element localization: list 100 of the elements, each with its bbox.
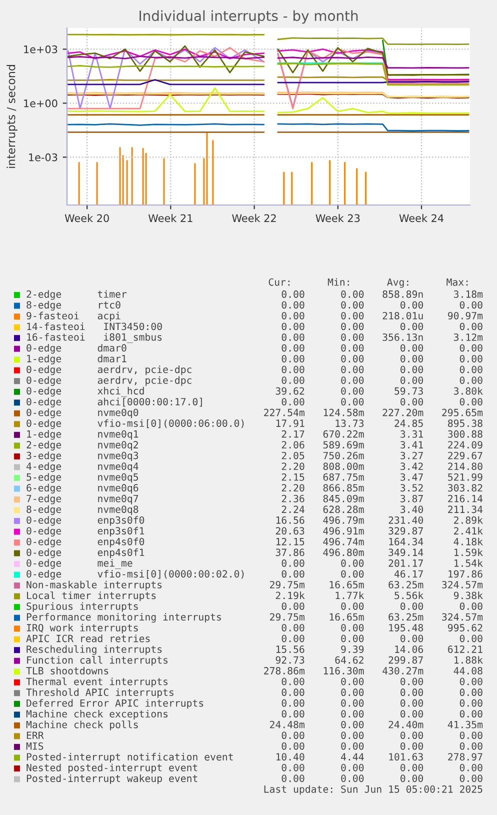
text: 24.48m 0.00 24.40m 41.35m bbox=[270, 720, 483, 728]
text: 10.40 4.44 101.63 278.97 bbox=[276, 753, 482, 761]
x-tick-label: Week 24 bbox=[399, 214, 444, 222]
legend-label: MIS bbox=[26, 742, 44, 750]
legend-label: Machine check exceptions bbox=[26, 710, 168, 720]
x-tick-label: Week 23 bbox=[316, 214, 360, 222]
text: 2.36 845.09m 3.87 216.14 bbox=[282, 494, 483, 502]
legend-label: Nested posted-interrupt event bbox=[26, 764, 198, 774]
legend-label: 0-edge aerdrv, pcie-dpc bbox=[26, 366, 192, 376]
legend-label: Machine check polls bbox=[26, 720, 138, 730]
text: 0.00 0.00 0.00 0.00 bbox=[282, 764, 482, 772]
legend-label: APIC ICR read retries bbox=[26, 634, 150, 642]
text: 2.17 670.22m 3.31 300.88 bbox=[282, 430, 482, 438]
text: 39.62 0.00 59.73 3.80k bbox=[276, 387, 483, 395]
text: 92.73 64.62 299.87 1.88k bbox=[276, 656, 483, 664]
chart-title: Individual interrupts - by month bbox=[140, 10, 358, 24]
text: 12.15 496.74m 164.34 4.18k bbox=[276, 538, 483, 546]
text: 0.00 0.00 201.17 1.54k bbox=[282, 559, 483, 567]
y-tick-label: 1e-03 bbox=[29, 153, 58, 162]
text: 0.00 0.00 0.00 0.00 bbox=[282, 322, 482, 330]
legend-label: 0-edge ahci[0000:00:17.0] bbox=[26, 398, 202, 408]
y-tick-label: 1e+03 bbox=[24, 45, 58, 54]
text: 227.54m 124.58m 227.20m 295.65m bbox=[264, 408, 483, 416]
legend-label: 0-edge vfio-msi[0](0000:00:02.0) bbox=[26, 570, 244, 580]
legend-label: 6-edge nvme0q6 bbox=[26, 484, 138, 494]
legend-label: 2-edge timer bbox=[26, 290, 127, 300]
text: 20.63 496.91m 329.87 2.41k bbox=[276, 526, 483, 535]
legend-label: 0-edge nvme0q0 bbox=[26, 408, 138, 418]
legend-label: 5-edge nvme0q5 bbox=[26, 473, 138, 483]
text: Cur: Min: Avg: Max: bbox=[268, 278, 468, 288]
text: 0.00 0.00 46.17 197.86 bbox=[282, 570, 482, 578]
text: Last update: Sun Jun 15 05:00:21 2025 bbox=[264, 785, 482, 795]
y-axis-title: interrupts / second bbox=[6, 65, 18, 168]
legend-label: 16-fasteoi i801_smbus bbox=[27, 333, 162, 343]
text: 0.00 0.00 0.00 0.00 bbox=[282, 602, 482, 610]
text: 0.00 0.00 195.48 995.62 bbox=[282, 624, 482, 632]
legend-label: 2-edge nvme0q2 bbox=[26, 440, 138, 450]
text: 29.75m 16.65m 63.25m 324.57m bbox=[270, 613, 483, 621]
text: 0.00 0.00 0.00 0.00 bbox=[282, 732, 482, 740]
legend-label: Deferred Error APIC interrupts bbox=[26, 699, 204, 709]
text: 0.00 0.00 0.00 0.00 bbox=[282, 710, 482, 718]
text: 16.56 496.79m 231.40 2.89k bbox=[276, 516, 483, 524]
text: 0.00 0.00 0.00 0.00 bbox=[282, 398, 482, 406]
legend-label: Rescheduling interrupts bbox=[26, 645, 162, 655]
legend-label: Spurious interrupts bbox=[26, 602, 138, 612]
legend-label: 0-edge vfio-msi[0](0000:06:00.0) bbox=[26, 419, 244, 429]
legend-label: TLB shootdowns bbox=[26, 666, 108, 674]
legend-label: 8-edge rtc0 bbox=[26, 300, 120, 311]
legend-label: 0-edge dmar0 bbox=[26, 344, 126, 354]
text: 0.00 0.00 0.00 0.00 bbox=[282, 742, 482, 750]
text: 0.00 0.00 0.00 0.00 bbox=[282, 376, 482, 384]
text: 0.00 0.00 0.00 0.00 bbox=[282, 344, 482, 352]
legend-label: Function call interrupts bbox=[27, 656, 168, 666]
legend-label: Posted-interrupt notification event bbox=[26, 752, 233, 762]
x-tick-label: Week 21 bbox=[148, 214, 192, 222]
x-tick-label: Week 20 bbox=[64, 214, 109, 222]
text: 29.75m 16.65m 63.25m 324.57m bbox=[270, 580, 483, 588]
text: 2.06 589.69m 3.41 224.09 bbox=[282, 441, 482, 449]
legend-label: 14-fasteoi INT3450:00 bbox=[27, 322, 162, 330]
legend-label: 0-edge enp4s0f1 bbox=[26, 548, 144, 558]
legend-label: 8-edge nvme0q8 bbox=[26, 505, 138, 516]
x-tick-label: Week 22 bbox=[232, 214, 276, 222]
text: 0.00 0.00 0.00 0.00 bbox=[282, 301, 482, 309]
legend-label: Performance monitoring interrupts bbox=[26, 612, 221, 623]
legend-label: Posted-interrupt wakeup event bbox=[26, 774, 198, 784]
text: 0.00 0.00 218.01u 90.97m bbox=[282, 312, 483, 320]
legend-label: 1-edge nvme0q1 bbox=[27, 430, 138, 440]
text: 2.05 750.26m 3.27 229.67 bbox=[282, 452, 482, 460]
legend-label: Threshold APIC interrupts bbox=[26, 688, 174, 698]
legend-label: 0-edge enp3s0f1 bbox=[26, 526, 144, 537]
text: 17.91 13.73 24.85 895.38 bbox=[276, 420, 482, 428]
y-tick-label: 1e+00 bbox=[24, 99, 58, 108]
text: 0.00 0.00 0.00 0.00 bbox=[282, 688, 482, 696]
text: 15.56 9.39 14.06 612.21 bbox=[276, 646, 482, 653]
text: 0.00 0.00 0.00 0.00 bbox=[282, 634, 482, 642]
text: 2.15 687.75m 3.47 521.99 bbox=[282, 473, 482, 481]
text: 0.00 0.00 0.00 0.00 bbox=[282, 366, 482, 374]
text: 2.20 866.85m 3.52 303.82 bbox=[282, 484, 482, 492]
text: 2.24 628.28m 3.40 211.34 bbox=[282, 506, 483, 514]
legend-label: ERR bbox=[26, 732, 44, 739]
text: 2.20 808.00m 3.42 214.80 bbox=[282, 462, 482, 470]
text: 2.19k 1.77k 5.56k 9.38k bbox=[276, 592, 483, 600]
legend-label: IRQ work interrupts bbox=[26, 624, 138, 634]
legend-label: 1-edge dmar1 bbox=[27, 354, 126, 364]
legend-label: 7-edge nvme0q7 bbox=[26, 494, 138, 504]
legend-label: Thermal event interrupts bbox=[26, 678, 168, 688]
legend-label: 0-edge aerdrv, pcie-dpc bbox=[26, 376, 192, 386]
legend-label: 9-fasteoi acpi bbox=[26, 312, 120, 322]
text: 0.00 0.00 0.00 0.00 bbox=[282, 354, 482, 362]
text: 37.86 496.80m 349.14 1.59k bbox=[276, 548, 483, 556]
legend-label: 0-edge enp3s0f0 bbox=[26, 516, 144, 526]
legend-label: 3-edge nvme0q3 bbox=[26, 452, 138, 462]
text: 0.00 0.00 858.89n 3.18m bbox=[282, 290, 483, 298]
text: 0.00 0.00 0.00 0.00 bbox=[282, 699, 482, 707]
legend-label: 0-edge enp4s0f0 bbox=[26, 538, 144, 548]
text: 278.86m 116.30m 430.27m 44.08 bbox=[264, 667, 482, 674]
legend-label: 0-edge xhci_hcd bbox=[26, 386, 144, 397]
text: 0.00 0.00 0.00 0.00 bbox=[282, 678, 482, 686]
legend-label: 4-edge nvme0q4 bbox=[26, 462, 138, 472]
text: 0.00 0.00 0.00 0.00 bbox=[282, 774, 482, 782]
